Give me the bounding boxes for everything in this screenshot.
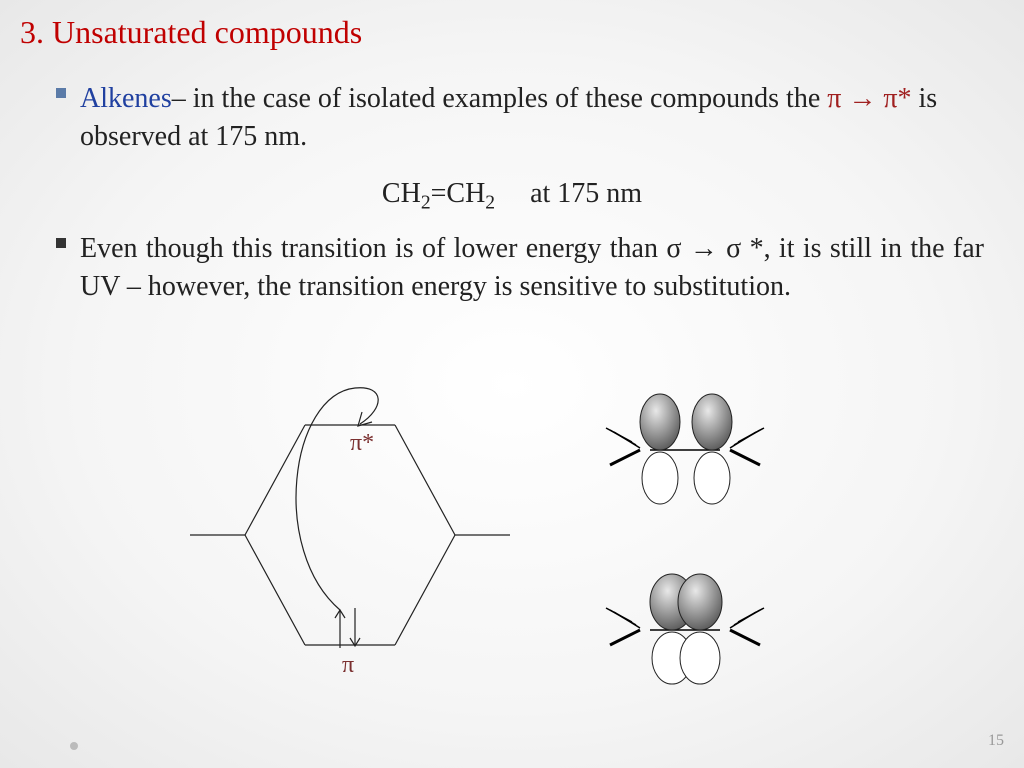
- bullet-1-text: Alkenes– in the case of isolated example…: [80, 80, 984, 156]
- mo-diagram-svg: [190, 370, 510, 700]
- heading-text: Unsaturated compounds: [52, 14, 362, 50]
- bullet-1: Alkenes– in the case of isolated example…: [80, 80, 984, 156]
- formula-ch1: CH: [382, 178, 421, 209]
- bullet-marker-icon: [56, 238, 66, 248]
- bullet-marker-icon: [56, 88, 66, 98]
- formula-mid: =CH: [431, 178, 486, 209]
- mo-diagram: π* π: [190, 370, 510, 700]
- heading-number: 3.: [20, 14, 44, 50]
- sigma-symbol: σ: [666, 233, 681, 264]
- bullet-2-text: Even though this transition is of lower …: [80, 230, 984, 306]
- formula-right: at 175 nm: [495, 178, 642, 209]
- term-alkenes: Alkenes: [80, 83, 172, 114]
- formula-sub2: 2: [485, 193, 495, 214]
- page-number: 15: [988, 732, 1004, 750]
- bullet2-a: Even though this transition is of lower …: [80, 233, 666, 264]
- arrow-symbol: →: [841, 83, 883, 114]
- pistar-symbol: π*: [883, 83, 911, 114]
- formula-sub1: 2: [421, 193, 431, 214]
- arrow2-symbol: →: [681, 233, 726, 264]
- orbital-svg: [580, 380, 840, 700]
- orbital-pictures: [580, 380, 840, 700]
- bullet1-rest: – in the case of isolated examples of th…: [172, 83, 827, 114]
- pi-label: π: [342, 652, 354, 679]
- pistar-label: π*: [350, 430, 374, 457]
- bullet-2: Even though this transition is of lower …: [80, 230, 984, 306]
- sigmastar-symbol: σ *: [726, 233, 763, 264]
- decorative-dot-icon: [70, 742, 78, 750]
- heading: 3. Unsaturated compounds: [20, 14, 362, 51]
- formula-line: CH2=CH2 at 175 nm: [0, 178, 1024, 215]
- pi-symbol: π: [827, 83, 841, 114]
